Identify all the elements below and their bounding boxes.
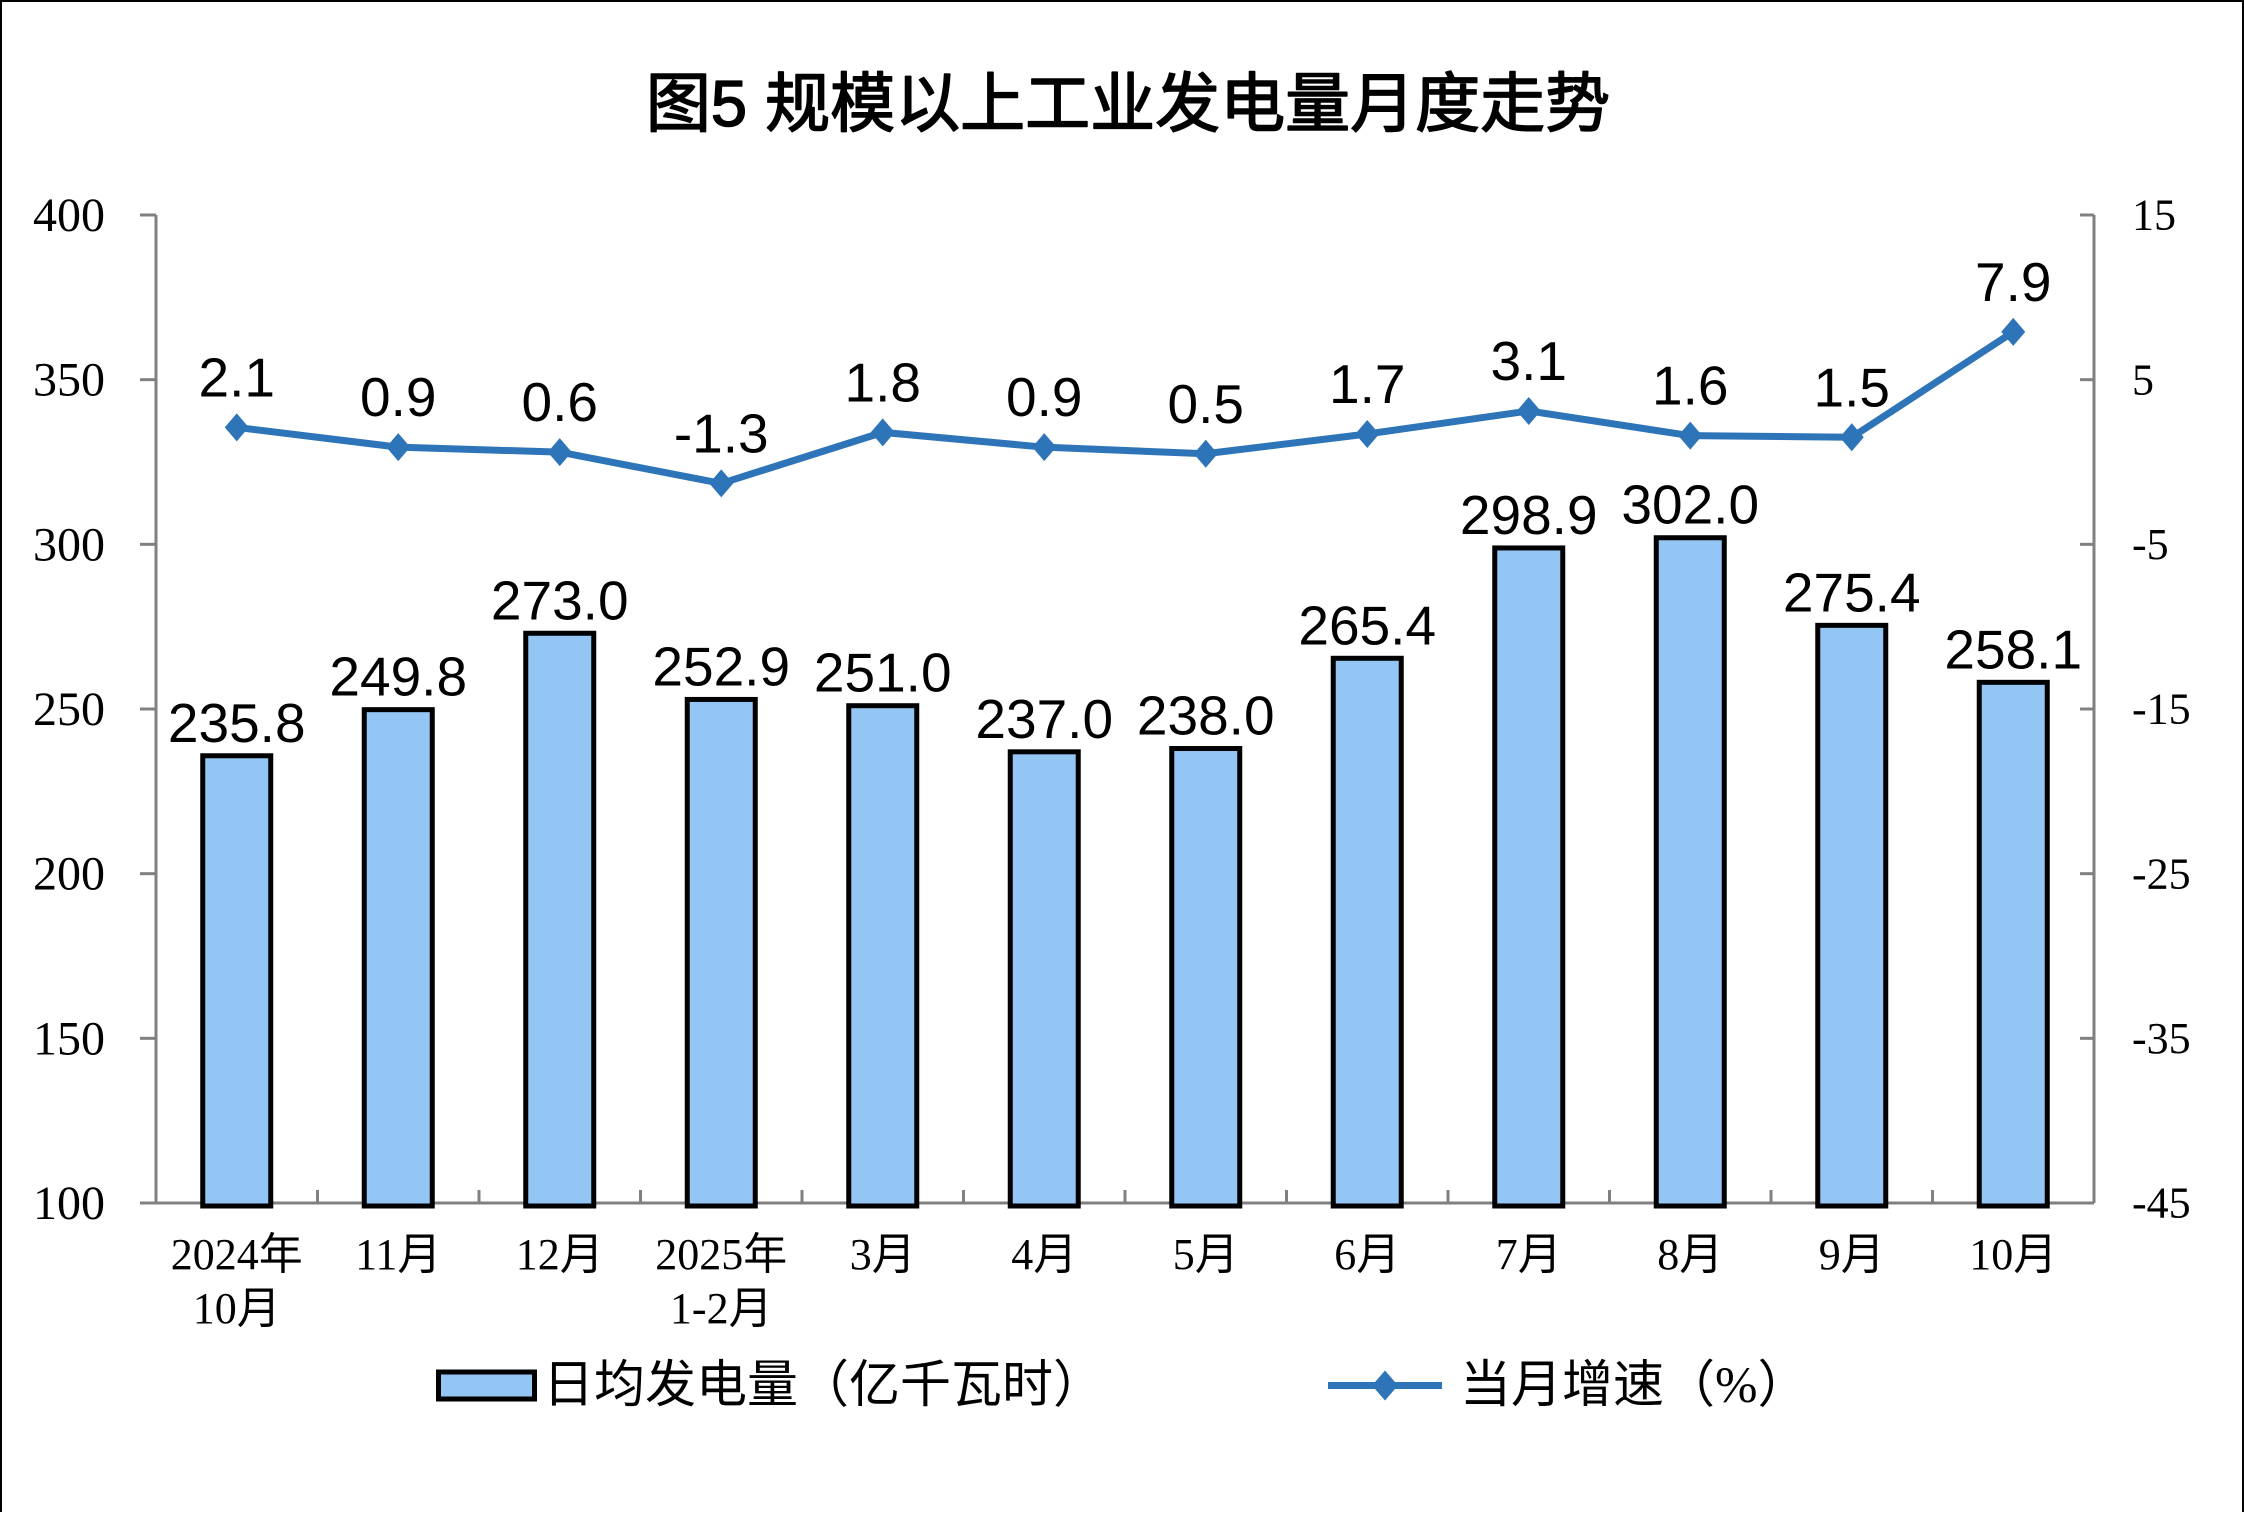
bar-value-label: 252.9	[652, 635, 790, 697]
bar-value-label: 238.0	[1137, 685, 1275, 747]
y-axis-right-tick-label: -15	[2132, 685, 2191, 734]
x-axis-category-label: 12月	[516, 1230, 604, 1279]
line-marker	[1678, 421, 1703, 450]
y-axis-left-tick-label: 150	[33, 1012, 105, 1065]
bar	[523, 630, 597, 1209]
line-value-label: 1.7	[1329, 353, 1405, 415]
line-value-label: -1.3	[674, 402, 769, 464]
line-value-label: 0.9	[1006, 366, 1082, 428]
line-marker	[1516, 396, 1541, 425]
y-axis-right-tick-label: -45	[2132, 1179, 2191, 1228]
bar-value-label: 258.1	[1944, 618, 2082, 680]
y-axis-right-tick-label: 15	[2132, 191, 2176, 240]
x-axis-category-label: 10月	[193, 1284, 281, 1333]
x-axis-category-label: 11月	[355, 1230, 441, 1279]
bar	[1653, 535, 1727, 1209]
x-axis-category-label: 10月	[1969, 1230, 2057, 1279]
line-marker	[224, 413, 249, 442]
bar	[1492, 545, 1566, 1209]
x-axis-category-label: 2025年	[655, 1230, 787, 1279]
legend: 日均发电量（亿千瓦时） 当月增速（%）	[436, 1358, 1808, 1414]
x-axis-category-label: 7月	[1496, 1230, 1562, 1279]
line-value-label: 0.9	[360, 366, 436, 428]
bar	[684, 696, 758, 1209]
line-value-label: 0.6	[522, 371, 598, 433]
line-value-label: 3.1	[1491, 330, 1567, 392]
y-axis-left-tick-label: 200	[33, 848, 105, 901]
line-value-label: 1.6	[1652, 355, 1728, 417]
x-axis-category-label: 4月	[1011, 1230, 1077, 1279]
plot-area: 100 150 200 250 300 350 400 -45 -35 -25 -15 -5 5 15 20…	[33, 189, 2191, 1333]
bar-value-label: 251.0	[814, 642, 952, 704]
x-axis-category-label: 3月	[850, 1230, 916, 1279]
legend-bar-label: 日均发电量（亿千瓦时）	[543, 1358, 1104, 1414]
line-marker	[1355, 420, 1380, 449]
bar-value-label: 302.0	[1621, 474, 1759, 536]
line-marker	[1193, 439, 1218, 468]
bar	[1007, 749, 1081, 1209]
y-axis-right-tick-label: 5	[2132, 355, 2154, 404]
bar	[1815, 622, 1889, 1209]
line-marker	[709, 469, 734, 498]
bar-value-label: 235.8	[168, 692, 306, 754]
legend-bar-swatch	[438, 1372, 535, 1399]
y-axis-right-tick-label: -25	[2132, 849, 2191, 898]
x-axis-category-label: 2024年	[171, 1230, 303, 1279]
x-axis-category-label: 8月	[1657, 1230, 1723, 1279]
line-marker	[1839, 423, 1864, 452]
bar-value-label: 265.4	[1298, 594, 1436, 656]
bar	[200, 753, 274, 1209]
legend-bar-swatch-border	[436, 1369, 537, 1402]
line-value-label: 1.8	[845, 351, 921, 413]
bar	[846, 703, 920, 1209]
bar-value-label: 249.8	[329, 646, 467, 708]
y-axis-right-tick-label: -35	[2132, 1014, 2191, 1063]
y-axis-left-tick-label: 250	[33, 683, 105, 736]
legend-line-label: 当月增速（%）	[1460, 1358, 1808, 1414]
y-axis-left-tick-label: 350	[33, 354, 105, 407]
y-axis-left-tick-label: 300	[33, 518, 105, 571]
bar-value-label: 273.0	[491, 569, 629, 631]
line-marker	[386, 433, 411, 462]
y-axis-left-tick-label: 400	[33, 189, 105, 242]
line-value-label: 2.1	[199, 346, 275, 408]
y-axis-right-tick-label: -5	[2132, 520, 2169, 569]
line-marker	[1032, 433, 1057, 462]
y-axis-left-tick-label: 100	[33, 1177, 105, 1230]
line-marker	[2001, 317, 2026, 346]
chart-title: 图5 规模以上工业发电量月度走势	[646, 67, 1610, 140]
x-axis-category-label: 1-2月	[670, 1284, 773, 1333]
line-marker	[547, 438, 572, 467]
x-axis-category-label: 6月	[1334, 1230, 1400, 1279]
bar-value-label: 237.0	[975, 688, 1113, 750]
line-value-label: 7.9	[1975, 251, 2051, 313]
bar-value-label: 275.4	[1783, 561, 1921, 623]
bar	[1330, 655, 1404, 1209]
legend-line-marker-icon	[1372, 1370, 1398, 1401]
bar	[1976, 679, 2050, 1209]
line-value-label: 0.5	[1168, 373, 1244, 435]
line-value-label: 1.5	[1814, 356, 1890, 418]
bar	[361, 707, 435, 1209]
line-marker	[870, 418, 895, 447]
line-series	[236, 328, 2016, 488]
x-axis-category-label: 9月	[1819, 1230, 1885, 1279]
bar	[1169, 746, 1243, 1209]
x-axis-category-label: 5月	[1173, 1230, 1239, 1279]
bar-value-label: 298.9	[1460, 484, 1598, 546]
